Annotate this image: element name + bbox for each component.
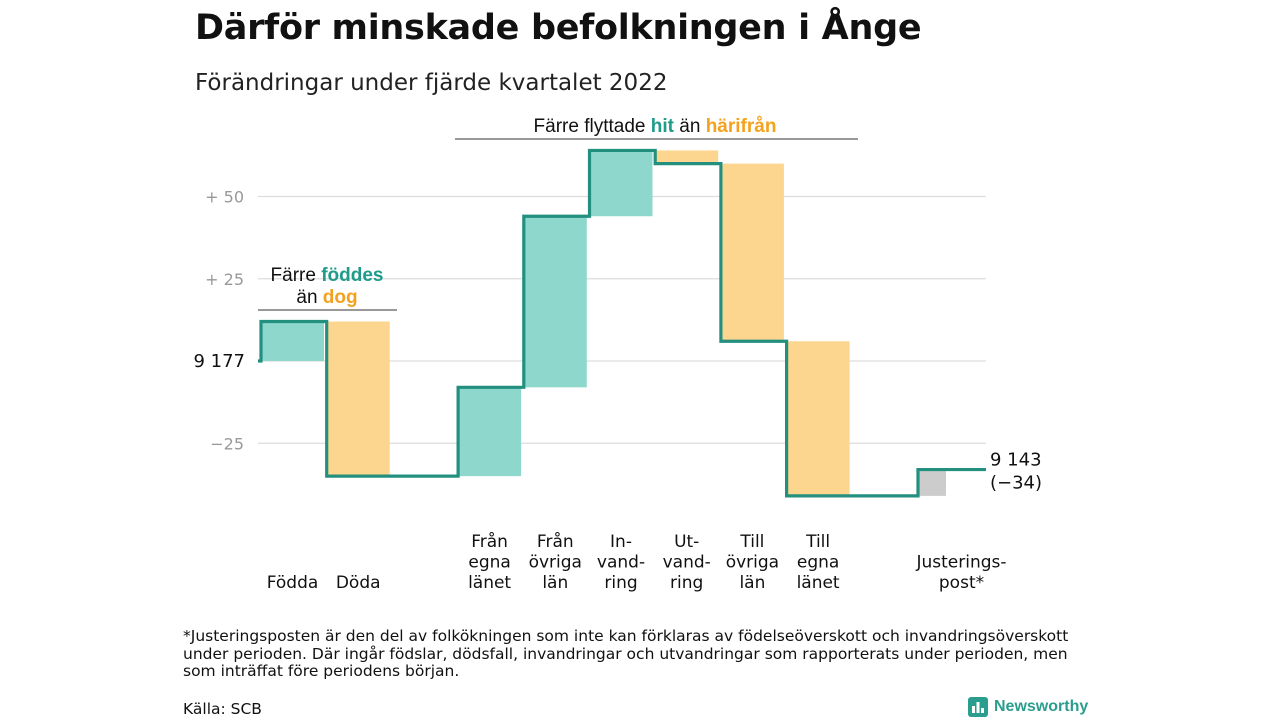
annotation-span: Färre flyttade	[534, 116, 651, 137]
x-category-label: Födda	[267, 573, 319, 593]
x-category-label: övriga	[529, 553, 582, 573]
x-category-label: Från	[537, 531, 574, 552]
x-category-label: vand-	[597, 553, 645, 573]
annotation-span: än	[296, 287, 322, 308]
annotation-span: härifrån	[706, 116, 777, 137]
x-category-label: vand-	[663, 553, 711, 573]
annotation-span: hit	[651, 116, 675, 137]
annotation-span: föddes	[321, 265, 383, 286]
bar-increase	[458, 387, 522, 477]
bar-increase	[261, 321, 324, 361]
bar-decrease	[786, 341, 850, 496]
x-category-label: ring	[670, 573, 703, 593]
x-category-label: länet	[468, 573, 511, 593]
brand-name: Newsworthy	[994, 698, 1089, 715]
x-category-label: egna	[797, 553, 839, 573]
footnote: *Justeringsposten är den del av folkökni…	[183, 627, 1069, 680]
chart-subtitle: Förändringar under fjärde kvartalet 2022	[195, 70, 668, 96]
x-category-label: ring	[604, 573, 637, 593]
start-value-label: 9 177	[193, 351, 245, 372]
x-category-label: egna	[468, 553, 510, 573]
x-category-label: Från	[471, 531, 508, 552]
y-tick-label: + 50	[205, 188, 244, 207]
end-value-label: 9 143	[990, 450, 1042, 471]
y-tick-label: −25	[210, 434, 244, 453]
bar-decrease	[326, 321, 390, 477]
cumulative-step-line	[258, 148, 986, 498]
x-category-label: Till	[739, 532, 764, 552]
x-category-label: Justerings-	[915, 553, 1006, 573]
x-category-label: post*	[939, 573, 984, 593]
bar-increase	[523, 216, 587, 388]
x-category-label: övriga	[726, 553, 779, 573]
annotation-span: dog	[323, 287, 358, 308]
bar-adjustment	[918, 469, 946, 496]
brand-logo: Newsworthy	[968, 697, 1088, 717]
annotation-text: Färre föddes	[271, 265, 384, 286]
chart-title: Därför minskade befolkningen i Ånge	[195, 8, 922, 48]
end-change-label: (−34)	[990, 473, 1042, 494]
x-category-label: Ut-	[674, 532, 699, 552]
bar-decrease	[720, 163, 784, 342]
newsworthy-logo-icon	[968, 697, 988, 717]
x-category-label: län	[739, 573, 765, 593]
annotation-span: Färre	[271, 265, 322, 286]
bar-increase	[589, 150, 653, 217]
annotation-span: än	[674, 116, 706, 137]
source-label: Källa: SCB	[183, 700, 262, 718]
bar-decrease	[655, 150, 719, 164]
x-category-label: Till	[805, 532, 830, 552]
annotation-text: än dog	[296, 287, 357, 308]
x-category-label: län	[542, 573, 568, 593]
x-category-label: In-	[610, 532, 632, 552]
x-category-label: Döda	[336, 573, 381, 593]
annotation-text: Färre flyttade hit än härifrån	[534, 116, 777, 137]
x-category-label: länet	[797, 573, 840, 593]
y-tick-label: + 25	[205, 270, 244, 289]
